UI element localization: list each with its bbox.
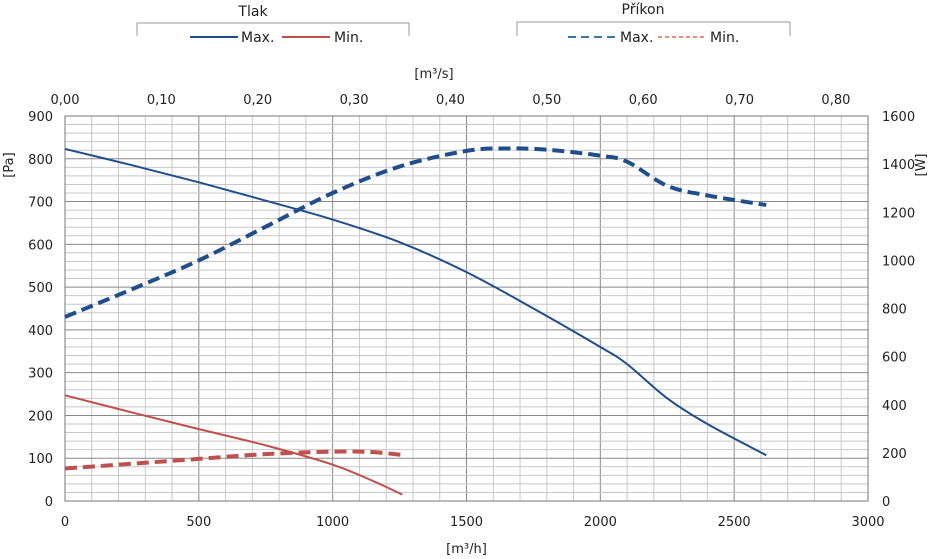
- y-right-tick-label: 800: [882, 303, 907, 318]
- pressure-min-series-line: [64, 394, 403, 496]
- legend-label-pressure-min: Min.: [334, 30, 363, 46]
- legend-bracket-pressure: [136, 22, 410, 36]
- y-left-axis-label: [Pa]: [2, 152, 17, 177]
- x-top-tick-label: 0,80: [821, 93, 850, 108]
- y-left-tick-label: 600: [28, 238, 53, 253]
- x-bottom-axis-label: [m³/h]: [446, 542, 487, 557]
- y-left-tick-label: 800: [28, 153, 53, 168]
- x-top-tick-label: 0,10: [147, 93, 176, 108]
- y-left-tick-label: 200: [28, 409, 53, 424]
- legend-label-power-max: Max.: [620, 30, 653, 46]
- x-top-tick-label: 0,20: [243, 93, 272, 108]
- x-top-tick-label: 0,40: [436, 93, 465, 108]
- y-left-tick-label: 400: [28, 324, 53, 339]
- y-right-tick-label: 1000: [882, 254, 915, 269]
- legend-title-pressure: Tlak: [237, 4, 268, 20]
- x-top-tick-label: 0,00: [51, 93, 80, 108]
- x-top-tick-label: 0,70: [725, 93, 754, 108]
- x-bottom-tick-label: 1500: [450, 515, 483, 530]
- x-bottom-tick-label: 0: [61, 515, 69, 530]
- x-bottom-tick-label: 2000: [584, 515, 617, 530]
- power-min-series-line: [64, 449, 406, 471]
- x-top-tick-label: 0,30: [340, 93, 369, 108]
- y-right-tick-label: 0: [882, 495, 890, 510]
- y-right-axis-label: [W]: [914, 154, 929, 177]
- x-top-tick-label: 0,50: [532, 93, 561, 108]
- y-right-tick-label: 200: [882, 447, 907, 462]
- y-left-tick-label: 300: [28, 367, 53, 382]
- legend-title-power: Příkon: [622, 2, 665, 18]
- y-right-tick-label: 1200: [882, 206, 915, 221]
- y-right-tick-label: 1400: [882, 158, 915, 173]
- y-right-tick-label: 600: [882, 351, 907, 366]
- x-top-tick-label: 0,60: [629, 93, 658, 108]
- y-right-tick-label: 1600: [882, 110, 915, 125]
- x-bottom-tick-label: 2500: [718, 515, 751, 530]
- legend-bracket-power: [516, 21, 791, 36]
- power-max-series-line: [64, 146, 767, 319]
- y-left-tick-label: 700: [28, 196, 53, 211]
- x-top-axis-label: [m³/s]: [414, 67, 453, 82]
- x-bottom-tick-label: 3000: [851, 515, 884, 530]
- legend-label-pressure-max: Max.: [241, 30, 274, 46]
- y-left-tick-label: 100: [28, 452, 53, 467]
- y-left-tick-label: 900: [28, 110, 53, 125]
- y-left-tick-label: 500: [28, 281, 53, 296]
- y-left-tick-label: 0: [45, 495, 53, 510]
- y-right-tick-label: 400: [882, 399, 907, 414]
- legend-label-power-min: Min.: [710, 30, 739, 46]
- x-bottom-tick-label: 500: [186, 515, 211, 530]
- x-bottom-tick-label: 1000: [316, 515, 349, 530]
- plot-frame: [64, 115, 869, 502]
- pressure-max-series-line: [64, 147, 767, 457]
